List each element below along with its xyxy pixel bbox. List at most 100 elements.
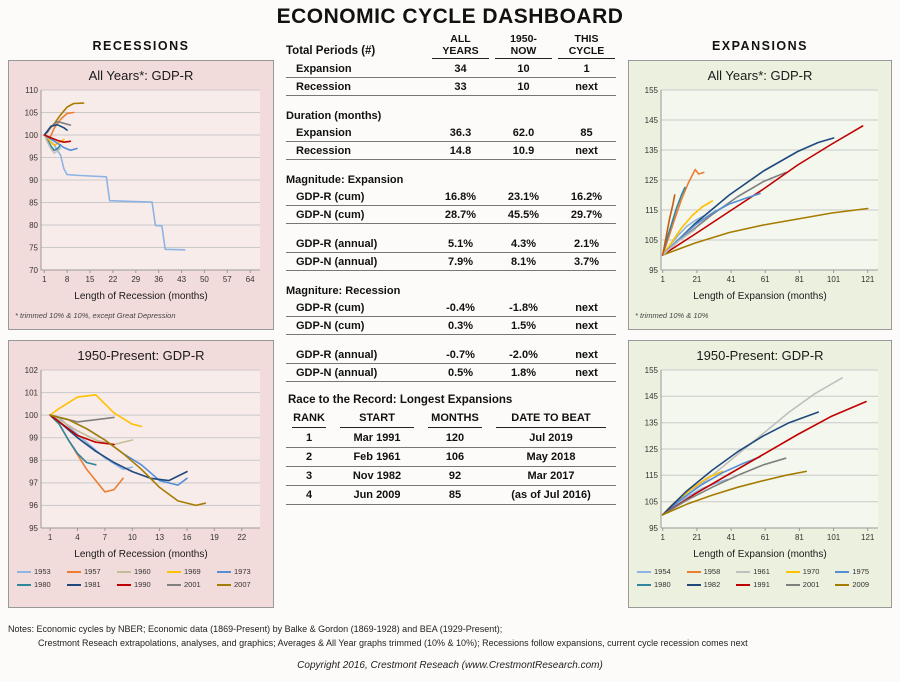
stat-value: 16.2% xyxy=(570,190,603,203)
stat-value: 28.7% xyxy=(444,208,477,221)
legend-item-1958: 1958 xyxy=(686,567,735,576)
svg-text:101: 101 xyxy=(827,275,841,284)
row-label: GDP-N (cum) xyxy=(296,319,365,332)
legend-item-1980: 1980 xyxy=(17,580,65,589)
row-label: GDP-R (cum) xyxy=(296,190,365,203)
chart-footnote: * trimmed 10% & 10%, except Great Depres… xyxy=(15,311,176,320)
row-label: GDP-N (annual) xyxy=(296,255,378,268)
race-cell: (as of Jul 2016) xyxy=(511,489,591,502)
legend-swatch xyxy=(117,583,131,586)
legend-swatch xyxy=(686,570,701,573)
race-cell: 92 xyxy=(448,470,462,483)
legend-label: 1957 xyxy=(84,567,101,576)
stats-table-body: Expansion 34 10 1 Recession 33 10 next Duration … xyxy=(286,60,616,383)
legend-label: 2001 xyxy=(802,580,820,589)
legend-swatch xyxy=(686,583,701,586)
legend-swatch xyxy=(167,570,181,573)
recessions-1950-chart: 95 96 97 98 99 100 101 102 1 4 7 10 13 16 19 22 xyxy=(15,365,267,548)
svg-text:41: 41 xyxy=(727,533,736,542)
svg-text:121: 121 xyxy=(861,533,875,542)
svg-text:105: 105 xyxy=(25,108,39,117)
legend-label: 1961 xyxy=(753,567,770,576)
race-cell: 85 xyxy=(448,489,462,502)
race-col-header: RANK xyxy=(292,412,326,429)
svg-text:1: 1 xyxy=(48,533,53,542)
stat-value: 1.5% xyxy=(510,319,537,332)
race-cell: Nov 1982 xyxy=(352,470,402,483)
expansions-legend: 1954 1958 1961 1970 1975 1980 1982 1991 2001 2009 xyxy=(635,567,885,589)
expansions-all-years-panel: All Years*: GDP-R 95 105 115 125 135 145 155 1 2… xyxy=(628,60,892,330)
stat-value: 5.1% xyxy=(447,237,474,250)
legend-item-1980: 1980 xyxy=(637,580,685,589)
svg-text:64: 64 xyxy=(246,275,255,284)
legend-item-1961: 1961 xyxy=(736,567,784,576)
race-cell: 2 xyxy=(305,451,313,464)
legend-swatch xyxy=(117,570,131,573)
recessions-column: RECESSIONS All Years*: GDP-R 70 75 80 85 90 9… xyxy=(8,31,274,608)
legend-item-2001: 2001 xyxy=(167,580,215,589)
stats-data-row: Recession 14.8 10.9 next xyxy=(286,142,616,161)
row-label: GDP-N (annual) xyxy=(296,366,378,379)
svg-text:105: 105 xyxy=(645,236,659,245)
legend-swatch xyxy=(67,583,81,586)
race-table-row: 4 Jun 2009 85 (as of Jul 2016) xyxy=(286,486,616,506)
svg-text:101: 101 xyxy=(827,533,841,542)
x-axis-label: Length of Expansion (months) xyxy=(693,549,827,560)
chart-title: All Years*: GDP-R xyxy=(707,68,813,83)
svg-text:90: 90 xyxy=(29,176,38,185)
race-col-header: START xyxy=(340,412,414,429)
svg-text:75: 75 xyxy=(29,243,38,252)
recessions-legend: 1953 1957 1960 1969 1973 1980 1981 1990 2001 2007 xyxy=(15,567,267,589)
stat-value: 85 xyxy=(580,126,593,139)
legend-swatch xyxy=(217,570,231,573)
legend-label: 2009 xyxy=(852,580,870,589)
stats-section-row: Magniture: Recession xyxy=(286,282,616,299)
race-cell: 106 xyxy=(445,451,465,464)
table-spacer xyxy=(286,224,616,235)
legend-label: 1982 xyxy=(703,580,721,589)
race-cell: Jul 2019 xyxy=(529,432,573,445)
svg-text:21: 21 xyxy=(692,533,701,542)
stat-value: 0.5% xyxy=(447,366,474,379)
svg-text:101: 101 xyxy=(25,388,39,397)
svg-text:13: 13 xyxy=(155,533,164,542)
svg-text:21: 21 xyxy=(692,275,701,284)
legend-label: 1991 xyxy=(753,580,770,589)
svg-text:7: 7 xyxy=(103,533,108,542)
stat-value: -0.7% xyxy=(446,348,475,361)
chart-title: 1950-Present: GDP-R xyxy=(77,348,205,363)
svg-text:22: 22 xyxy=(237,533,246,542)
stats-data-row: GDP-N (annual) 7.9% 8.1% 3.7% xyxy=(286,253,616,272)
svg-text:155: 155 xyxy=(645,366,659,375)
svg-text:1: 1 xyxy=(660,533,665,542)
stat-value: 10 xyxy=(517,62,530,75)
svg-text:98: 98 xyxy=(29,456,38,465)
footer-notes: Notes: Economic cycles by NBER; Economic… xyxy=(8,624,892,648)
stat-value: 2.1% xyxy=(573,237,600,250)
svg-text:50: 50 xyxy=(200,275,209,284)
race-table-title: Race to the Record: Longest Expansions xyxy=(288,394,513,407)
race-cell: Mar 1991 xyxy=(353,432,401,445)
svg-text:115: 115 xyxy=(645,471,658,480)
expansions-header: EXPANSIONS xyxy=(711,39,809,53)
svg-text:85: 85 xyxy=(29,198,38,207)
row-label: Recession xyxy=(296,144,352,157)
legend-label: 2007 xyxy=(234,580,251,589)
stat-value: 33 xyxy=(454,80,467,93)
race-table-header: RANK START MONTHS DATE TO BEAT xyxy=(286,411,616,429)
stat-value: 34 xyxy=(454,62,467,75)
expansions-column: EXPANSIONS All Years*: GDP-R 95 105 115 125… xyxy=(628,31,892,608)
race-col-header: DATE TO BEAT xyxy=(496,412,606,429)
legend-swatch xyxy=(217,583,231,586)
svg-text:125: 125 xyxy=(645,176,659,185)
col-header-this-cycle: THIS CYCLE xyxy=(558,33,615,60)
recessions-all-years-chart: 70 75 80 85 90 95 100 105 110 1 8 15 22 29 36 43 50 57 64 xyxy=(15,85,267,290)
stats-section-row: Magnitude: Expansion xyxy=(286,171,616,188)
legend-label: 1981 xyxy=(84,580,101,589)
legend-label: 1975 xyxy=(852,567,870,576)
race-cell: Mar 2017 xyxy=(527,470,575,483)
legend-label: 1980 xyxy=(34,580,51,589)
col-header-all-years: ALL YEARS xyxy=(432,33,489,60)
recessions-all-years-panel: All Years*: GDP-R 70 75 80 85 90 95 100 105 110 1… xyxy=(8,60,274,330)
svg-text:4: 4 xyxy=(75,533,80,542)
